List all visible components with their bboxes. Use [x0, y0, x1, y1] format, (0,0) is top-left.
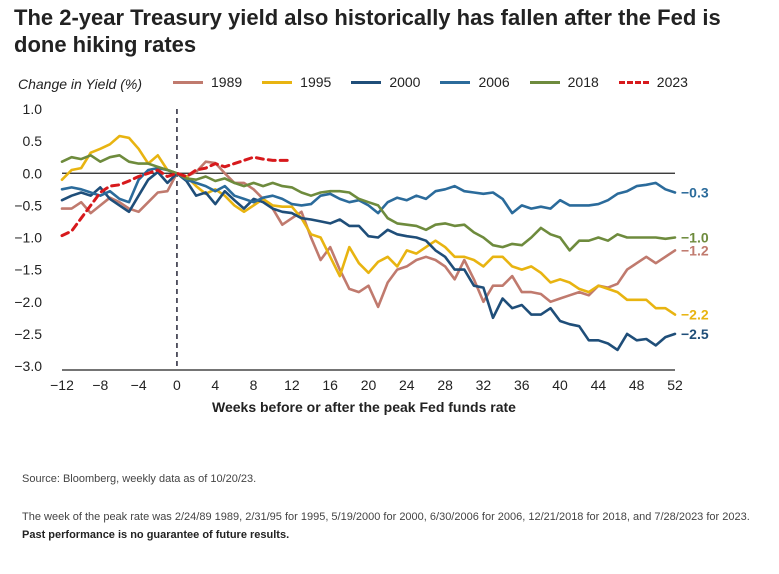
x-axis-label: Weeks before or after the peak Fed funds… — [212, 399, 516, 415]
series-line-1995 — [60, 134, 677, 316]
end-label-2000: −2.5 — [681, 326, 709, 342]
x-tick-label: −12 — [50, 377, 74, 393]
legend-swatch-1995 — [262, 80, 293, 84]
y-tick-label: −1.0 — [14, 230, 42, 246]
legend-swatch-2018 — [529, 80, 560, 84]
x-tick-label: 4 — [211, 377, 219, 393]
series-line-2000 — [60, 170, 677, 352]
x-tick-label: 48 — [629, 377, 645, 393]
source-note: Source: Bloomberg, weekly data as of 10/… — [22, 473, 257, 485]
y-tick-label: −1.5 — [14, 262, 42, 278]
x-tick-label: 32 — [476, 377, 492, 393]
legend-item-1989: 1989 — [173, 74, 242, 90]
end-label-1989: −1.2 — [681, 242, 709, 258]
legend-item-1995: 1995 — [262, 74, 331, 90]
end-label-2006: −0.3 — [681, 185, 709, 201]
x-tick-label: 20 — [361, 377, 377, 393]
legend-label-2006: 2006 — [478, 74, 510, 90]
y-axis-label: Change in Yield (%) — [18, 76, 143, 92]
series-line-2023 — [60, 155, 294, 238]
legend-label-2018: 2018 — [567, 74, 599, 90]
end-label-1995: −2.2 — [681, 307, 709, 323]
x-tick-label: 44 — [591, 377, 607, 393]
y-tick-label: 0.5 — [23, 133, 43, 149]
series-line-1989 — [60, 160, 677, 309]
y-tick-label: −0.5 — [14, 197, 42, 213]
chart-title: The 2-year Treasury yield also historica… — [14, 5, 721, 57]
x-tick-label: 36 — [514, 377, 530, 393]
legend-swatch-2006 — [440, 80, 471, 84]
y-tick-label: 1.0 — [23, 101, 43, 117]
legend-item-2000: 2000 — [351, 74, 420, 90]
footnote-text: The week of the peak rate was 2/24/89 19… — [22, 511, 750, 523]
x-tick-label: 40 — [552, 377, 568, 393]
line-chart: 1.0 0.5 0.0 −0.5 −1.0 −1.5 −2.0 −2.5 −3.0 −12 −8 −… — [14, 101, 709, 393]
end-label-2018: −1.0 — [681, 230, 709, 246]
x-tick-label: 8 — [250, 377, 258, 393]
y-tick-labels: 1.0 0.5 0.0 −0.5 −1.0 −1.5 −2.0 −2.5 −3.0 — [14, 101, 42, 374]
end-labels: −1.2 −2.2 −2.5 −0.3 −1.0 — [681, 185, 709, 342]
x-tick-label: 28 — [437, 377, 453, 393]
legend-item-2023: 2023 — [618, 74, 688, 90]
legend-swatch-2023 — [618, 80, 649, 84]
footnote: The week of the peak rate was 2/24/89 19… — [22, 508, 774, 544]
series-line-2018 — [60, 154, 677, 252]
x-tick-label: 16 — [322, 377, 338, 393]
y-tick-label: −2.5 — [14, 326, 42, 342]
legend-label-1995: 1995 — [300, 74, 332, 90]
legend-label-2000: 2000 — [389, 74, 421, 90]
y-tick-label: 0.0 — [23, 165, 43, 181]
x-tick-label: 52 — [667, 377, 683, 393]
legend: 1989 1995 2000 2006 2018 2023 — [173, 74, 708, 90]
x-tick-labels: −12 −8 −4 0 4 8 12 16 20 24 28 32 36 40 44 48 52 — [50, 377, 683, 393]
x-tick-label: 0 — [173, 377, 181, 393]
series-lines — [60, 134, 677, 352]
y-tick-label: −2.0 — [14, 294, 42, 310]
x-tick-label: −8 — [92, 377, 108, 393]
legend-item-2006: 2006 — [440, 74, 510, 90]
legend-label-1989: 1989 — [211, 74, 243, 90]
x-tick-label: 12 — [284, 377, 300, 393]
legend-item-2018: 2018 — [529, 74, 599, 90]
y-tick-label: −3.0 — [14, 358, 42, 374]
legend-label-2023: 2023 — [656, 74, 688, 90]
x-tick-label: 24 — [399, 377, 415, 393]
legend-swatch-1989 — [173, 80, 203, 84]
legend-swatch-2000 — [351, 80, 382, 84]
footnote-disclaimer: Past performance is no guarantee of futu… — [22, 529, 290, 541]
x-tick-label: −4 — [131, 377, 147, 393]
